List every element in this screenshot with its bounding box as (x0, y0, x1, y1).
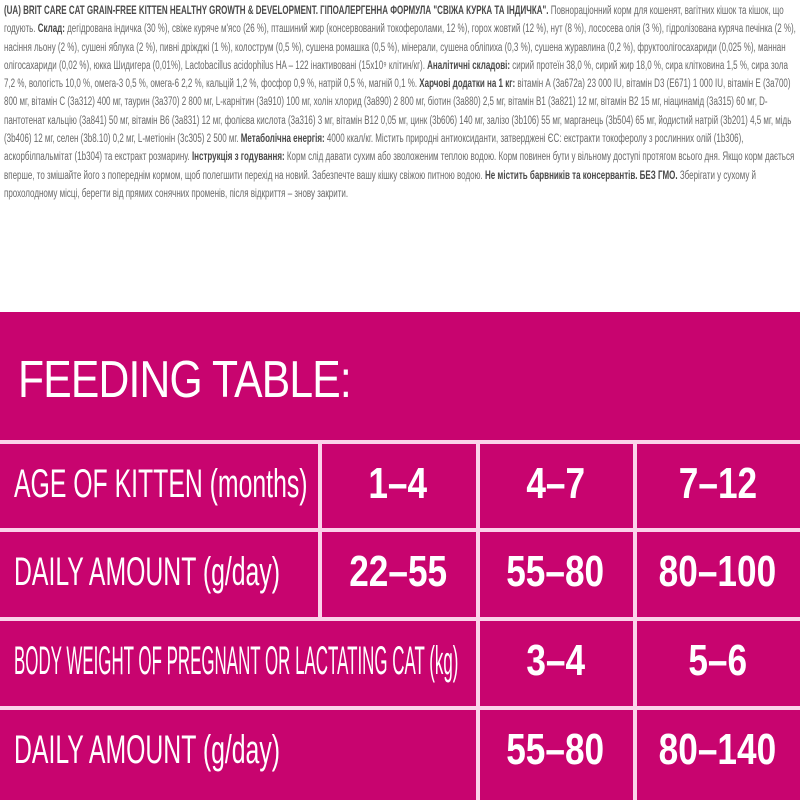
value-text: 7–12 (678, 459, 757, 508)
row-label-body-weight: BODY WEIGHT OF PREGNANT OR LACTATING CAT… (14, 636, 468, 686)
cell-value: 1–4 (326, 458, 470, 510)
divider (0, 706, 800, 710)
label-text: AGE OF KITTEN (14, 462, 203, 506)
cell-value: 7–12 (641, 458, 794, 510)
cell-value: 80–100 (641, 546, 794, 598)
feeding-table-title-box: FEEDING TABLE: (18, 350, 778, 412)
analytical-text: сирий протеїн 38,0 %, сирий жир 18,0 %, … (4, 59, 788, 91)
additives-text: вітамін А (3а672а) 23 000 IU, вітамін D3… (4, 78, 792, 146)
instructions-label: Інструкція з годування: (191, 151, 285, 164)
unit-text: (g/day) (202, 550, 281, 594)
feeding-table-title: FEEDING TABLE: (18, 351, 352, 409)
unit-text: (kg) (429, 639, 459, 683)
label-text: BODY WEIGHT OF PREGNANT OR LACTATING CAT (14, 639, 425, 683)
cell-value: 5–6 (641, 635, 794, 687)
value-text: 3–4 (526, 636, 585, 685)
instructions-text: Корм слід давати сухим або зволоженим те… (4, 151, 795, 182)
value-text: 1–4 (368, 459, 428, 508)
energy-text: 4000 ккал/кг. Містить природні антиоксид… (4, 133, 744, 164)
label-text: DAILY AMOUNT (14, 550, 196, 594)
cell-value: 55–80 (484, 724, 627, 776)
value-text: 55–80 (506, 725, 605, 774)
storage-text: Зберігати у сухому й прохолодному місці,… (4, 169, 757, 200)
row-label-daily-amount-cat: DAILY AMOUNT (g/day) (14, 725, 468, 775)
value-text: 80–140 (658, 725, 777, 774)
cell-value: 4–7 (484, 458, 627, 510)
value-text: 55–80 (506, 547, 605, 596)
divider (476, 440, 480, 800)
energy-label: Метаболічна енергія: (240, 133, 325, 146)
row-label-age: AGE OF KITTEN (months) (14, 459, 310, 509)
divider (633, 440, 637, 800)
value-text: 5–6 (688, 636, 747, 685)
cell-value: 3–4 (484, 635, 627, 687)
divider (0, 440, 800, 444)
divider (0, 617, 800, 621)
free-from-label: Не містить барвників та консервантів. БЕ… (484, 169, 678, 182)
divider (0, 528, 800, 532)
label-text: DAILY AMOUNT (14, 728, 196, 772)
composition-text: (UA) BRIT CARE CAT GRAIN-FREE KITTEN HEA… (4, 2, 796, 203)
value-text: 4–7 (526, 459, 585, 508)
analytical-label: Аналітичні складові: (427, 59, 511, 72)
divider (318, 440, 322, 617)
unit-text: (g/day) (202, 728, 281, 772)
ingredients-text: дегідрована індичка (30 %), свіже куряче… (4, 23, 796, 72)
value-text: 80–100 (658, 547, 777, 596)
intro-text: Повнораціонний корм для кошенят, вагітни… (4, 5, 784, 36)
ingredients-label: Склад: (37, 23, 65, 36)
unit-text: (months) (209, 462, 308, 506)
feeding-table: FEEDING TABLE: AGE OF KITTEN (months) 1–… (0, 312, 800, 800)
cell-value: 55–80 (484, 546, 627, 598)
product-name: (UA) BRIT CARE CAT GRAIN-FREE KITTEN HEA… (4, 5, 549, 17)
value-text: 22–55 (349, 547, 447, 596)
additives-label: Харчові додатки на 1 кг: (419, 78, 516, 91)
row-label-daily-amount: DAILY AMOUNT (g/day) (14, 547, 310, 597)
cell-value: 22–55 (326, 546, 470, 598)
cell-value: 80–140 (641, 724, 794, 776)
